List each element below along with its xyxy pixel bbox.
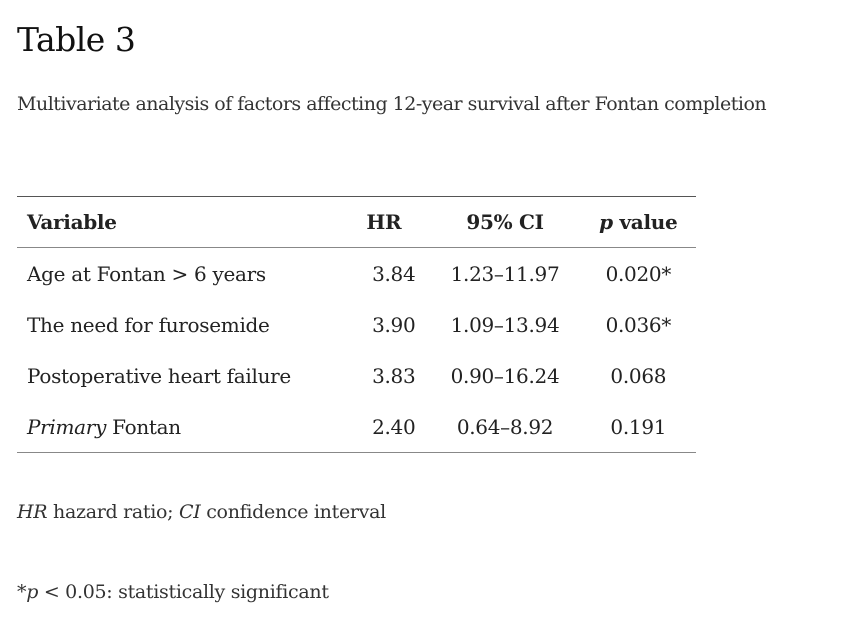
cell-variable-text: Age at Fontan > 6 years: [27, 261, 266, 286]
cell-variable-italic: Primary: [27, 414, 107, 439]
header-variable: Variable: [27, 210, 117, 234]
table-row: Postoperative heart failure 3.83 0.90–16…: [17, 350, 696, 401]
cell-p-value: 0.068: [610, 363, 667, 388]
cell-hr: 2.40: [372, 414, 416, 439]
header-ci: 95% CI: [466, 210, 544, 234]
cell-p-value: 0.036*: [605, 312, 672, 337]
table-body: Age at Fontan > 6 years 3.84 1.23–11.97 …: [17, 248, 696, 453]
table-caption: Multivariate analysis of factors affecti…: [17, 93, 767, 115]
cell-variable-text: Fontan: [106, 414, 181, 439]
header-p-label: value: [612, 210, 678, 234]
cell-variable: Age at Fontan > 6 years: [17, 248, 350, 300]
cell-hr: 3.84: [372, 261, 416, 286]
cell-hr: 3.90: [372, 312, 416, 337]
header-p-value: p value: [581, 197, 696, 248]
table-row: The need for furosemide 3.90 1.09–13.94 …: [17, 299, 696, 350]
cell-ci: 0.90–16.24: [450, 363, 560, 388]
table-header: Variable HR 95% CI p value: [17, 196, 696, 248]
header-hr: HR: [366, 210, 402, 234]
table-row: Primary Fontan 2.40 0.64–8.92 0.191: [17, 401, 696, 453]
footnote-star: *: [17, 581, 27, 603]
footnote-abbreviations: HR hazard ratio; CI confidence interval: [17, 497, 386, 527]
footnote-hr-abbrev: HR: [17, 501, 48, 523]
footnote-sig-text: < 0.05: statistically significant: [38, 581, 329, 603]
header-p-symbol: p: [599, 210, 613, 234]
footnote-ci-abbrev: CI: [179, 501, 201, 523]
table-title: Table 3: [17, 20, 136, 59]
cell-variable: Primary Fontan: [17, 401, 350, 453]
results-table: Variable HR 95% CI p value Age at Fontan…: [17, 196, 696, 453]
footnote-p-symbol: p: [26, 581, 39, 603]
header-row: Variable HR 95% CI p value: [17, 196, 696, 248]
cell-hr: 3.83: [372, 363, 416, 388]
cell-p-value: 0.020*: [605, 261, 672, 286]
footnote-hr-text: hazard ratio;: [47, 501, 180, 523]
footnote-significance: *p < 0.05: statistically significant: [17, 577, 329, 607]
cell-variable-text: Postoperative heart failure: [27, 363, 291, 388]
table-row: Age at Fontan > 6 years 3.84 1.23–11.97 …: [17, 248, 696, 300]
cell-variable: The need for furosemide: [17, 299, 350, 350]
cell-ci: 0.64–8.92: [456, 414, 554, 439]
cell-ci: 1.23–11.97: [450, 261, 560, 286]
cell-p-value: 0.191: [610, 414, 667, 439]
cell-variable: Postoperative heart failure: [17, 350, 350, 401]
cell-variable-text: The need for furosemide: [27, 312, 270, 337]
cell-ci: 1.09–13.94: [450, 312, 560, 337]
footnote-ci-text: confidence interval: [200, 501, 386, 523]
